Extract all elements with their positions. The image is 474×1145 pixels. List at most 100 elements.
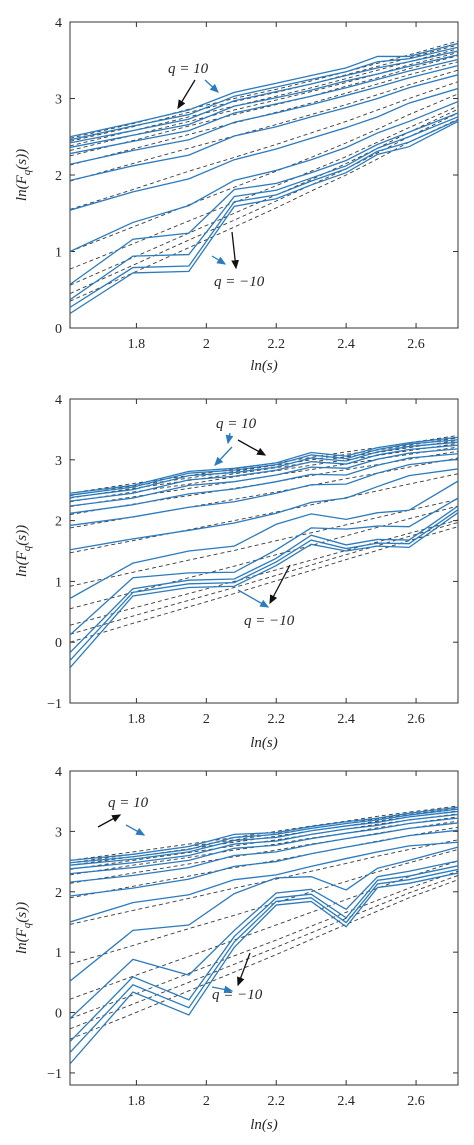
annotation-arrow [237,439,267,456]
annotation-label: q = 10 [108,795,149,811]
series-line [70,50,458,144]
fit-line [70,439,458,499]
y-tick-label: 4 [55,393,62,408]
annotation-arrow [97,814,122,828]
fit-line [70,52,458,151]
series-line [70,441,458,499]
series-line [70,822,458,883]
series-line [70,444,458,502]
fit-line [70,839,458,925]
x-tick-label: 2.6 [407,712,425,727]
series-line [70,74,458,181]
y-axis-label-part: ln(F [14,174,30,201]
fit-line [70,105,458,270]
fit-line [70,870,458,1019]
fit-line [70,521,458,635]
x-tick-label: 2.4 [337,1094,355,1109]
series-line [70,116,458,301]
series-line [70,87,458,211]
series-line [70,846,458,982]
y-tick-label: 1 [55,946,62,961]
x-tick-label: 1.8 [128,337,146,352]
y-axis-label: ln(Fq(s)) [14,902,33,954]
y-tick-label: 0 [55,1007,62,1022]
y-axis-label-part: (s)) [14,902,30,923]
x-tick-label: 2 [203,337,210,352]
y-tick-label: 0 [55,322,62,337]
fit-line [70,55,458,157]
annotation-arrow [177,79,196,110]
fit-line [70,81,458,210]
x-axis-label: ln(s) [250,358,278,374]
series-line [70,806,458,862]
series-line [70,448,458,507]
annotation-arrow [211,985,234,994]
fit-line [70,875,458,1030]
x-tick-label: 2.6 [407,337,425,352]
series-line [70,46,458,141]
series-line [70,841,458,923]
fit-line [70,93,458,252]
series-line [70,54,458,149]
annotation-arrow [125,824,146,836]
y-tick-label: 3 [55,825,62,840]
fit-line [70,44,458,142]
fit-line [70,879,458,1040]
x-tick-label: 2 [203,712,210,727]
series-line [70,480,458,599]
series-line [70,810,458,866]
series-line [70,817,458,875]
chart-panel-3: 1.8 2 2.2 2.4 2.6 −1 0 1 2 3 4 ln(s) ln(Fq(s)) q = 10… [14,765,459,1133]
series-line [70,458,458,527]
series-line [70,868,458,1053]
y-axis-label-part: (s)) [14,525,30,546]
series-line [70,468,458,551]
annotation-arrow [204,79,219,93]
annotation-label: q = −10 [214,274,265,290]
x-tick-label: 2.2 [267,337,285,352]
fit-line [70,61,458,166]
annotation-arrow [211,255,227,265]
y-tick-label: 0 [55,636,62,651]
y-tick-label: 1 [55,246,62,261]
annotation-arrow [231,231,240,270]
x-tick-label: 2 [203,1094,210,1109]
series-line [70,112,458,285]
series-line [70,497,458,636]
plot-area [70,40,458,315]
chart-panel-1: 1.8 2 2.2 2.4 2.6 0 1 2 3 4 ln(s) ln(Fq(s)) q = 10 q … [14,16,459,374]
y-axis-label-subscript: q [21,922,33,928]
annotation-label: q = 10 [216,416,257,432]
fit-line [70,526,458,643]
annotation-label: q = −10 [212,987,263,1003]
x-tick-label: 2.6 [407,1094,425,1109]
x-tick-label: 2.4 [337,712,355,727]
fit-line [70,519,458,626]
y-tick-label: 3 [55,454,62,469]
series-line [70,512,458,669]
fit-line [70,816,458,876]
y-axis-label: ln(Fq(s)) [14,149,33,201]
x-tick-label: 1.8 [128,1094,146,1109]
x-axis-label: ln(s) [250,1117,278,1133]
series-line [70,439,458,496]
annotation-arrow [225,432,234,445]
fit-line [70,820,458,884]
fit-line [70,498,458,587]
annotation-arrow [237,952,251,987]
annotation-arrow [214,446,233,466]
y-axis-label-part: (s)) [14,149,30,170]
fit-line [70,112,458,294]
y-axis-label-subscript: q [21,545,33,551]
chart-panel-2: 1.8 2 2.2 2.4 2.6 −1 0 1 2 3 4 ln(s) ln(Fq(s)) q = 10… [14,393,459,751]
fit-line [70,849,458,965]
series-line [70,119,458,308]
series-line [70,64,458,165]
series-line [70,42,458,138]
series-line [70,120,458,315]
y-tick-label: 3 [55,93,62,108]
plot-area [70,435,458,669]
series-line [70,808,458,864]
y-tick-label: −1 [47,1067,62,1082]
annotation-arrow [269,564,291,605]
